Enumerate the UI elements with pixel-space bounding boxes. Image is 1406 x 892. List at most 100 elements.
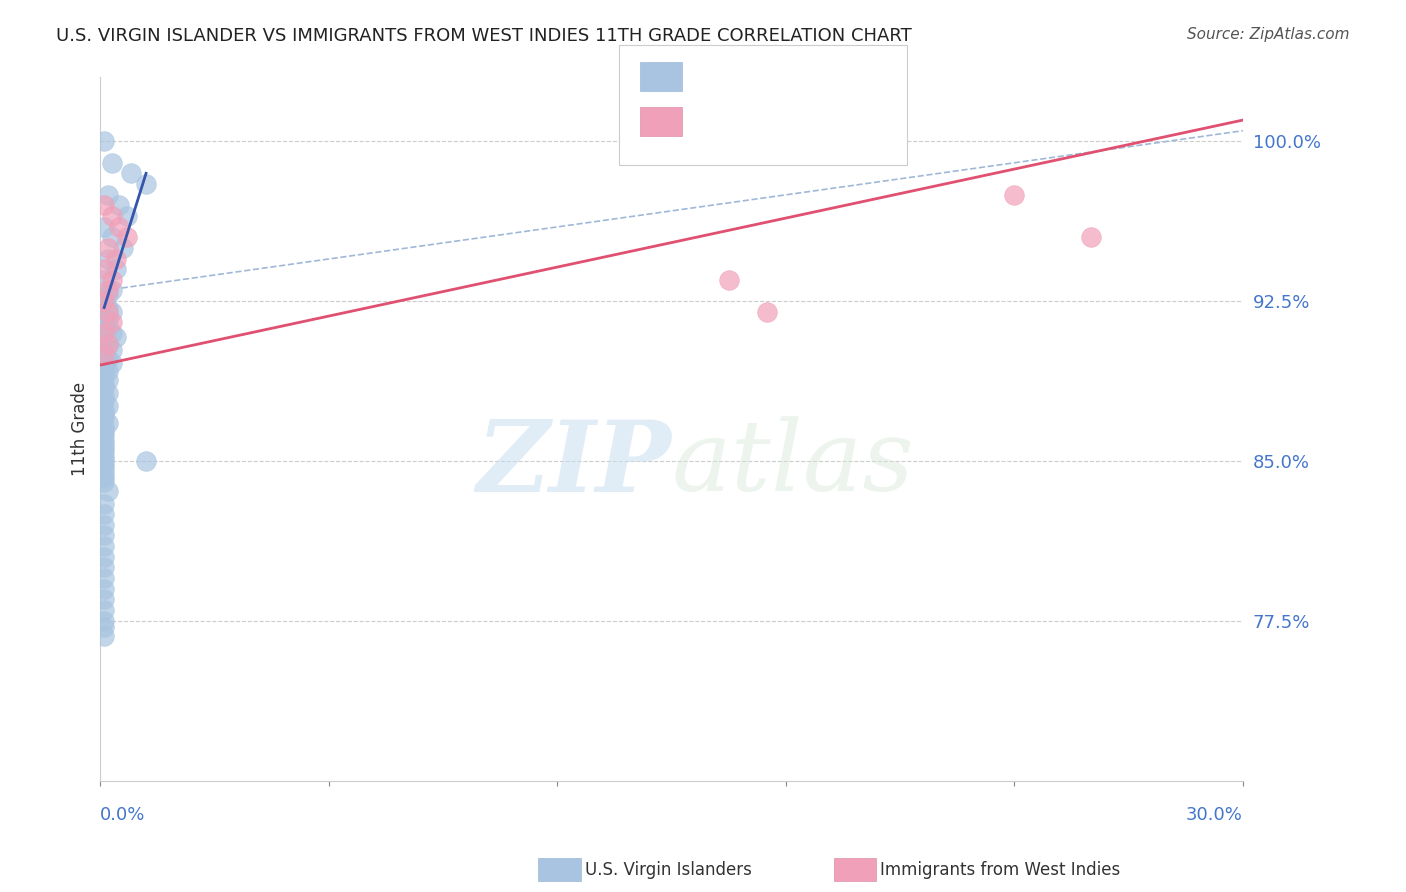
Point [115,230,138,244]
Point [97,241,120,255]
Point [93,497,115,511]
Point [93,629,115,643]
Point [97,364,120,378]
Point [93,347,115,361]
Point [93,294,115,309]
Point [135,454,157,468]
Text: U.S. Virgin Islanders: U.S. Virgin Islanders [585,861,752,879]
Text: atlas: atlas [672,417,914,512]
Text: 0.0%: 0.0% [100,806,146,824]
Point [101,209,124,223]
Point [93,467,115,481]
Point [97,322,120,336]
Point [120,166,142,180]
Text: U.S. VIRGIN ISLANDER VS IMMIGRANTS FROM WEST INDIES 11TH GRADE CORRELATION CHART: U.S. VIRGIN ISLANDER VS IMMIGRANTS FROM … [56,27,912,45]
Point [97,336,120,351]
Point [93,334,115,349]
Point [93,458,115,473]
Point [93,433,115,447]
Point [97,252,120,266]
Point [93,560,115,574]
Text: ZIP: ZIP [477,416,672,512]
Point [101,315,124,329]
Point [93,528,115,542]
Point [93,445,115,459]
Point [93,360,115,375]
Point [101,230,124,244]
Point [93,382,115,396]
Text: R =  0.659: R = 0.659 [689,107,785,125]
Point [97,284,120,298]
Point [97,339,120,353]
Point [101,356,124,370]
Point [135,177,157,191]
Point [93,294,115,309]
Point [115,209,138,223]
Text: N = 19: N = 19 [830,107,893,125]
Point [93,620,115,634]
Point [93,517,115,532]
Y-axis label: 11th Grade: 11th Grade [72,382,89,476]
Point [93,582,115,596]
Point [104,330,127,344]
Point [93,134,115,148]
Text: R =  0.182: R = 0.182 [689,65,785,83]
Point [93,219,115,234]
Point [93,273,115,287]
Point [93,539,115,553]
Point [97,287,120,301]
Point [101,273,124,287]
Point [93,603,115,617]
Point [93,390,115,404]
Point [93,424,115,438]
Point [112,241,135,255]
Point [93,614,115,628]
Point [101,284,124,298]
Text: Source: ZipAtlas.com: Source: ZipAtlas.com [1187,27,1350,42]
Point [97,351,120,366]
Point [93,198,115,212]
Point [93,462,115,476]
Point [93,368,115,383]
Point [93,402,115,417]
Point [93,437,115,451]
Point [93,420,115,434]
Point [97,385,120,400]
Point [104,262,127,277]
Point [101,326,124,340]
Point [1004,187,1026,202]
Point [97,373,120,387]
Point [93,411,115,425]
Text: 30.0%: 30.0% [1187,806,1243,824]
Point [1080,230,1102,244]
Point [104,252,127,266]
Point [93,475,115,490]
Point [93,450,115,464]
Point [108,219,131,234]
Point [97,305,120,319]
Point [97,416,120,430]
Point [97,301,120,315]
Point [93,309,115,323]
Point [93,454,115,468]
Point [93,441,115,455]
Point [93,377,115,392]
Point [93,262,115,277]
Text: Immigrants from West Indies: Immigrants from West Indies [880,861,1121,879]
Point [93,318,115,332]
Point [97,313,120,327]
Point [93,428,115,442]
Text: N = 74: N = 74 [830,65,893,83]
Point [97,483,120,498]
Point [93,471,115,485]
Point [97,399,120,413]
Point [93,407,115,421]
Point [101,305,124,319]
Point [755,305,778,319]
Point [93,394,115,409]
Point [717,273,740,287]
Point [108,198,131,212]
Point [93,549,115,564]
Point [93,592,115,607]
Point [93,347,115,361]
